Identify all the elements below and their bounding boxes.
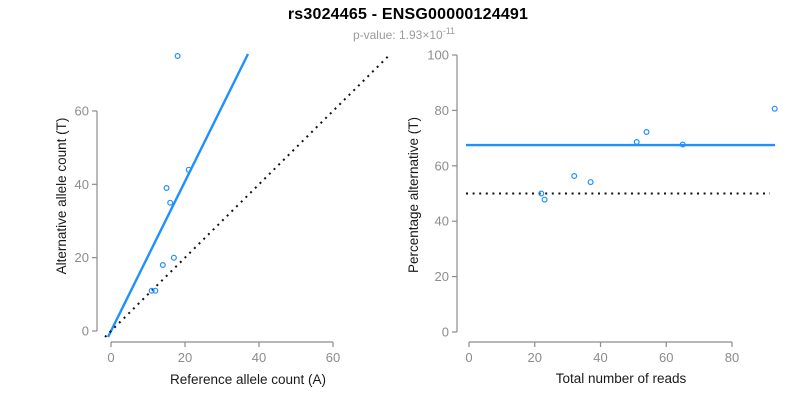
y-tick-label: 40 (75, 177, 89, 192)
data-point (170, 254, 177, 261)
x-tick-label: 0 (465, 350, 472, 365)
data-point (679, 141, 686, 148)
fitted-allelic-ratio (106, 53, 250, 338)
data-point (167, 199, 174, 206)
x-tick-label: 20 (178, 350, 192, 365)
data-point (571, 173, 578, 180)
data-point (148, 287, 155, 294)
x-axis-title: Total number of reads (556, 371, 687, 386)
x-tick-label: 40 (252, 350, 266, 365)
y-tick-label: 0 (82, 324, 89, 339)
y-axis-title: Percentage alternative (T) (406, 117, 421, 273)
data-point (643, 129, 650, 136)
y-tick-label: 80 (435, 103, 449, 118)
pvalue-exponent: -11 (442, 26, 456, 36)
right-plot-panel: 0 20 40 60 80 0 20 40 60 80 100 Total number of rea… (406, 48, 778, 386)
y-tick-label: 20 (435, 269, 449, 284)
y-tick-label: 60 (435, 158, 449, 173)
pvalue-times-ten: ×10 (422, 28, 443, 42)
data-point (633, 139, 640, 146)
data-point (587, 179, 594, 186)
y-axis-title: Alternative allele count (T) (54, 118, 69, 275)
data-point (771, 105, 778, 112)
pvalue-subtitle: p-value: 1.93×10-11 (4, 26, 800, 42)
data-point (174, 52, 181, 59)
x-tick-label: 20 (528, 350, 542, 365)
x-tick-label: 40 (593, 350, 607, 365)
page-title: rs3024465 - ENSG00000124491 (287, 6, 529, 23)
x-axis-title: Reference allele count (A) (170, 372, 326, 387)
data-point (163, 185, 170, 192)
x-tick-label: 80 (725, 350, 739, 365)
data-point (152, 287, 159, 294)
y-tick-label: 100 (427, 48, 449, 63)
data-point (159, 262, 166, 269)
data-point (541, 196, 548, 203)
pvalue-label: p-value: (352, 28, 399, 42)
y-tick-label: 0 (442, 325, 449, 340)
y-tick-label: 60 (75, 103, 89, 118)
x-tick-label: 60 (326, 350, 340, 365)
data-point (185, 166, 192, 173)
data-point (538, 190, 545, 197)
x-tick-label: 0 (107, 350, 114, 365)
y-tick-label: 20 (75, 250, 89, 265)
identity-line (104, 53, 391, 338)
pvalue-mantissa: 1.93 (398, 28, 423, 42)
y-tick-label: 40 (435, 214, 449, 229)
x-tick-label: 60 (659, 350, 673, 365)
